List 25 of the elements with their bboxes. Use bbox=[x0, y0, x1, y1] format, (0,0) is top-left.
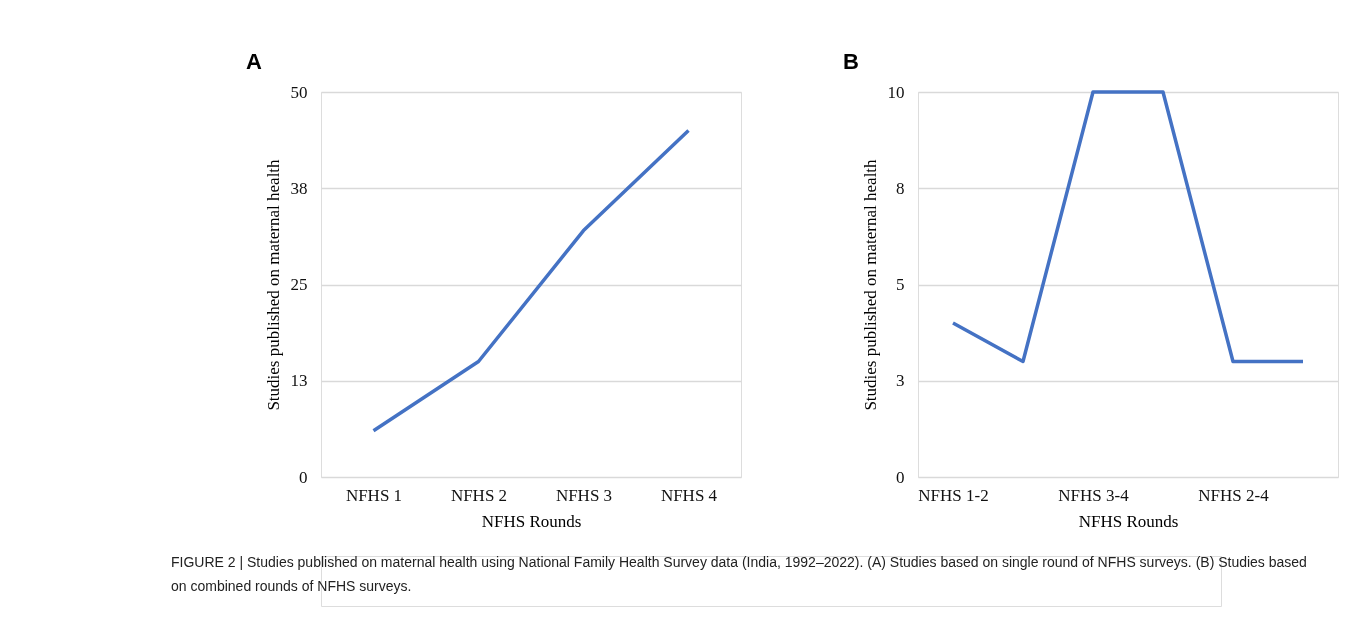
y-axis-title: Studies published on maternal health bbox=[860, 158, 880, 411]
caption: FIGURE 2 | Studies published on maternal health using National Family Health Survey data (India, 1992–2022). (A) Studies based on single round of NFHS surveys. (B) Studies based on combined rounds of NFHS surveys. bbox=[171, 554, 1307, 594]
x-tick-label: NFHS 1-2 bbox=[918, 485, 989, 505]
x-axis-title: NFHS Rounds bbox=[1078, 511, 1179, 531]
y-tick-label: 8 bbox=[896, 178, 905, 198]
x-axis-title: NFHS Rounds bbox=[481, 511, 582, 531]
y-tick-label: 3 bbox=[896, 371, 905, 391]
y-tick-label: 0 bbox=[299, 467, 308, 487]
line-series bbox=[371, 128, 691, 433]
y-tick-label: 10 bbox=[887, 82, 905, 102]
y-tick-label: 5 bbox=[896, 275, 905, 294]
x-tick-label: NFHS 1 bbox=[345, 485, 403, 505]
text: B bbox=[843, 49, 859, 74]
x-tick-label: NFHS 3 bbox=[555, 485, 613, 505]
y-tick-label: 13 bbox=[290, 371, 308, 391]
y-axis-title: Studies published on maternal health bbox=[263, 158, 283, 411]
y-tick-label: 50 bbox=[290, 82, 308, 102]
x-tick-label: NFHS 3-4 bbox=[1058, 485, 1130, 505]
y-tick-label: 38 bbox=[290, 178, 308, 198]
y-tick-label: 0 bbox=[896, 467, 905, 487]
text: A bbox=[246, 49, 262, 74]
x-tick-label: NFHS 2-4 bbox=[1198, 485, 1270, 505]
x-tick-label: NFHS 4 bbox=[660, 485, 718, 505]
x-tick-label: NFHS 2 bbox=[450, 485, 508, 505]
y-tick-label: 25 bbox=[290, 275, 308, 294]
